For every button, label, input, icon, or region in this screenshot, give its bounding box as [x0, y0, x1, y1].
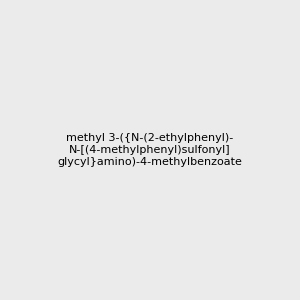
Text: methyl 3-({N-(2-ethylphenyl)-
N-[(4-methylphenyl)sulfonyl]
glycyl}amino)-4-methy: methyl 3-({N-(2-ethylphenyl)- N-[(4-meth… [58, 134, 242, 166]
